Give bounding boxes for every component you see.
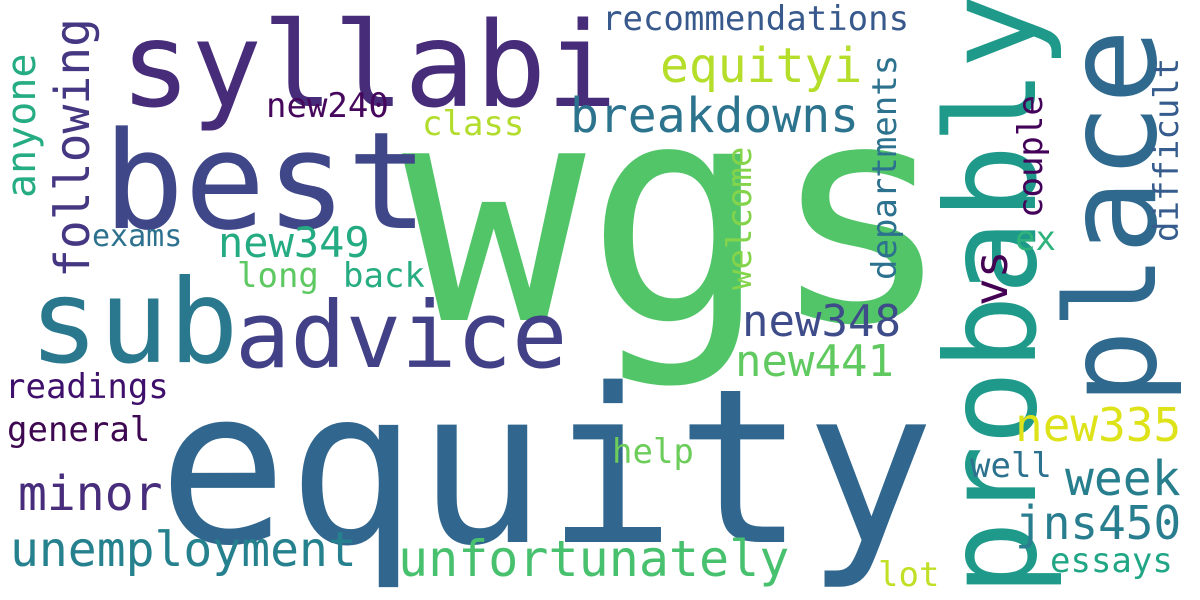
word-readings: readings <box>5 367 169 407</box>
word-new349: new349 <box>218 218 370 267</box>
word-minor: minor <box>18 466 163 522</box>
word-sub: sub <box>29 255 239 390</box>
word-new240: new240 <box>266 86 389 126</box>
word-essays: essays <box>1050 541 1173 581</box>
word-jns450: jns450 <box>1015 496 1182 550</box>
word-ex: ex <box>1015 219 1056 259</box>
word-lot: lot <box>878 555 940 595</box>
word-vs: vs <box>964 250 1018 306</box>
word-long: long <box>237 256 319 296</box>
word-departments: departments <box>865 54 905 280</box>
word-advice: advice <box>235 282 568 389</box>
word-syllabi: syllabi <box>120 0 618 134</box>
word-new348: new348 <box>742 296 901 347</box>
word-following: following <box>45 17 101 278</box>
word-best: best <box>103 103 429 260</box>
word-couple: couple <box>1011 95 1051 218</box>
word-new441: new441 <box>735 336 894 387</box>
word-welcome: welcome <box>720 146 760 290</box>
word-unemployment: unemployment <box>10 522 357 578</box>
word-new335: new335 <box>1015 398 1182 452</box>
word-difficult: difficult <box>1147 57 1187 242</box>
word-help: help <box>612 432 694 472</box>
word-equityi: equityi <box>660 38 863 94</box>
word-unfortunately: unfortunately <box>398 530 790 588</box>
word-equity: equity <box>158 342 935 593</box>
word-well: well <box>970 446 1052 486</box>
word-week: week <box>1065 451 1181 507</box>
word-wgs: wgs <box>402 37 953 392</box>
word-exams: exams <box>92 219 183 254</box>
word-general: general <box>7 410 151 450</box>
word-class: class <box>422 104 525 144</box>
word-recommendations: recommendations <box>602 0 910 39</box>
word-anyone: anyone <box>0 53 45 199</box>
word-back: back <box>343 256 425 296</box>
word-breakdowns: breakdowns <box>570 88 859 144</box>
